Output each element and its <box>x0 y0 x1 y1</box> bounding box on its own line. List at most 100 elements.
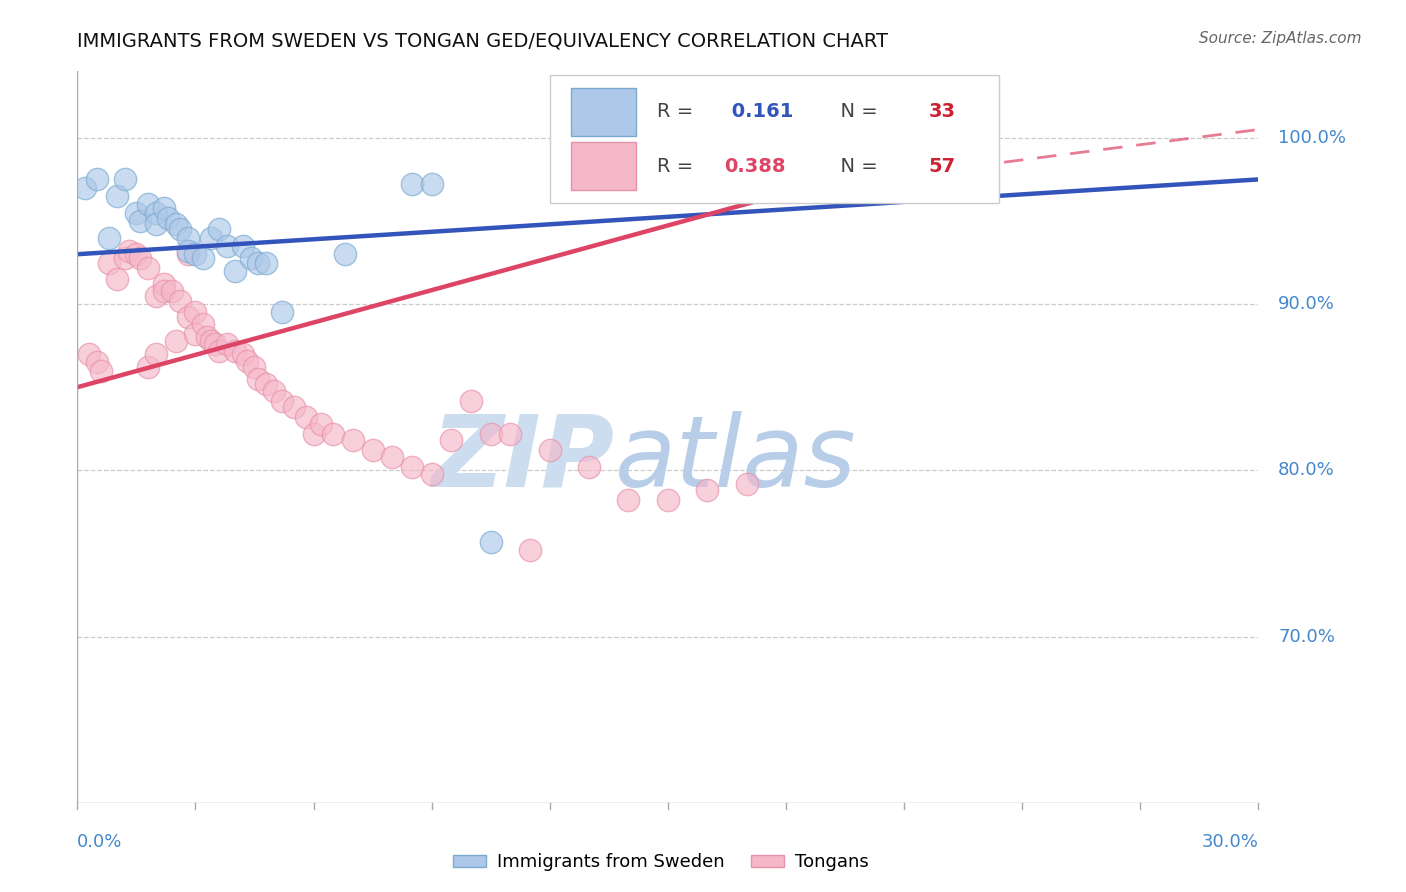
Point <box>195 330 218 344</box>
Point <box>361 443 384 458</box>
Point <box>165 334 187 348</box>
Point <box>283 400 305 414</box>
Point <box>224 264 246 278</box>
Point <box>129 214 152 228</box>
Point <box>176 310 198 325</box>
Point <box>200 230 222 244</box>
Legend: Immigrants from Sweden, Tongans: Immigrants from Sweden, Tongans <box>446 847 876 879</box>
Point <box>519 543 541 558</box>
Point <box>271 393 294 408</box>
Point <box>153 277 176 292</box>
FancyBboxPatch shape <box>571 88 636 136</box>
Point <box>401 460 423 475</box>
Point <box>145 217 167 231</box>
Point <box>114 172 136 186</box>
Point <box>239 251 262 265</box>
FancyBboxPatch shape <box>550 75 998 203</box>
FancyBboxPatch shape <box>571 143 636 190</box>
Text: N =: N = <box>828 103 884 121</box>
Point <box>153 201 176 215</box>
Point <box>165 217 187 231</box>
Point <box>208 222 231 236</box>
Point <box>271 305 294 319</box>
Point <box>322 426 344 441</box>
Point <box>184 326 207 341</box>
Point <box>156 211 179 225</box>
Point <box>145 347 167 361</box>
Point <box>125 205 148 219</box>
Point <box>254 255 277 269</box>
Point <box>232 239 254 253</box>
Point <box>193 317 215 331</box>
Point <box>479 426 502 441</box>
Point <box>125 247 148 261</box>
Point <box>204 337 226 351</box>
Point <box>215 337 238 351</box>
Point <box>479 534 502 549</box>
Point <box>893 131 915 145</box>
Point <box>657 493 679 508</box>
Point <box>696 483 718 498</box>
Point <box>232 347 254 361</box>
Point <box>169 293 191 308</box>
Point <box>420 467 443 481</box>
Point <box>90 363 112 377</box>
Point <box>578 172 600 186</box>
Point <box>381 450 404 464</box>
Text: IMMIGRANTS FROM SWEDEN VS TONGAN GED/EQUIVALENCY CORRELATION CHART: IMMIGRANTS FROM SWEDEN VS TONGAN GED/EQU… <box>77 31 889 50</box>
Point <box>145 205 167 219</box>
Point <box>105 272 128 286</box>
Text: atlas: atlas <box>614 410 856 508</box>
Point <box>294 410 316 425</box>
Text: 0.388: 0.388 <box>724 157 786 176</box>
Point <box>184 305 207 319</box>
Point <box>160 284 183 298</box>
Point <box>420 178 443 192</box>
Point <box>208 343 231 358</box>
Text: N =: N = <box>828 157 884 176</box>
Point <box>169 222 191 236</box>
Point <box>243 360 266 375</box>
Point <box>136 197 159 211</box>
Point <box>117 244 139 258</box>
Text: 100.0%: 100.0% <box>1278 128 1346 147</box>
Point <box>302 426 325 441</box>
Text: 70.0%: 70.0% <box>1278 628 1334 646</box>
Point <box>311 417 333 431</box>
Point <box>215 239 238 253</box>
Point <box>75 180 97 194</box>
Point <box>247 255 270 269</box>
Point <box>153 284 176 298</box>
Point <box>176 244 198 258</box>
Text: 80.0%: 80.0% <box>1278 461 1334 479</box>
Point <box>200 334 222 348</box>
Point <box>105 189 128 203</box>
Point <box>193 251 215 265</box>
Point <box>401 178 423 192</box>
Point <box>145 289 167 303</box>
Point <box>136 260 159 275</box>
Text: Source: ZipAtlas.com: Source: ZipAtlas.com <box>1198 31 1361 46</box>
Point <box>184 247 207 261</box>
Point <box>538 443 561 458</box>
Point <box>86 355 108 369</box>
Point <box>97 230 120 244</box>
Text: 0.0%: 0.0% <box>77 833 122 851</box>
Point <box>735 476 758 491</box>
Point <box>499 426 522 441</box>
Point <box>97 255 120 269</box>
Point <box>129 251 152 265</box>
Point <box>86 172 108 186</box>
Text: R =: R = <box>657 157 700 176</box>
Point <box>77 347 100 361</box>
Point <box>460 393 482 408</box>
Text: 30.0%: 30.0% <box>1202 833 1258 851</box>
Point <box>254 376 277 391</box>
Point <box>440 434 463 448</box>
Point <box>342 434 364 448</box>
Point <box>333 247 356 261</box>
Text: 57: 57 <box>929 157 956 176</box>
Point <box>617 493 640 508</box>
Text: 0.161: 0.161 <box>724 103 793 121</box>
Text: 33: 33 <box>929 103 956 121</box>
